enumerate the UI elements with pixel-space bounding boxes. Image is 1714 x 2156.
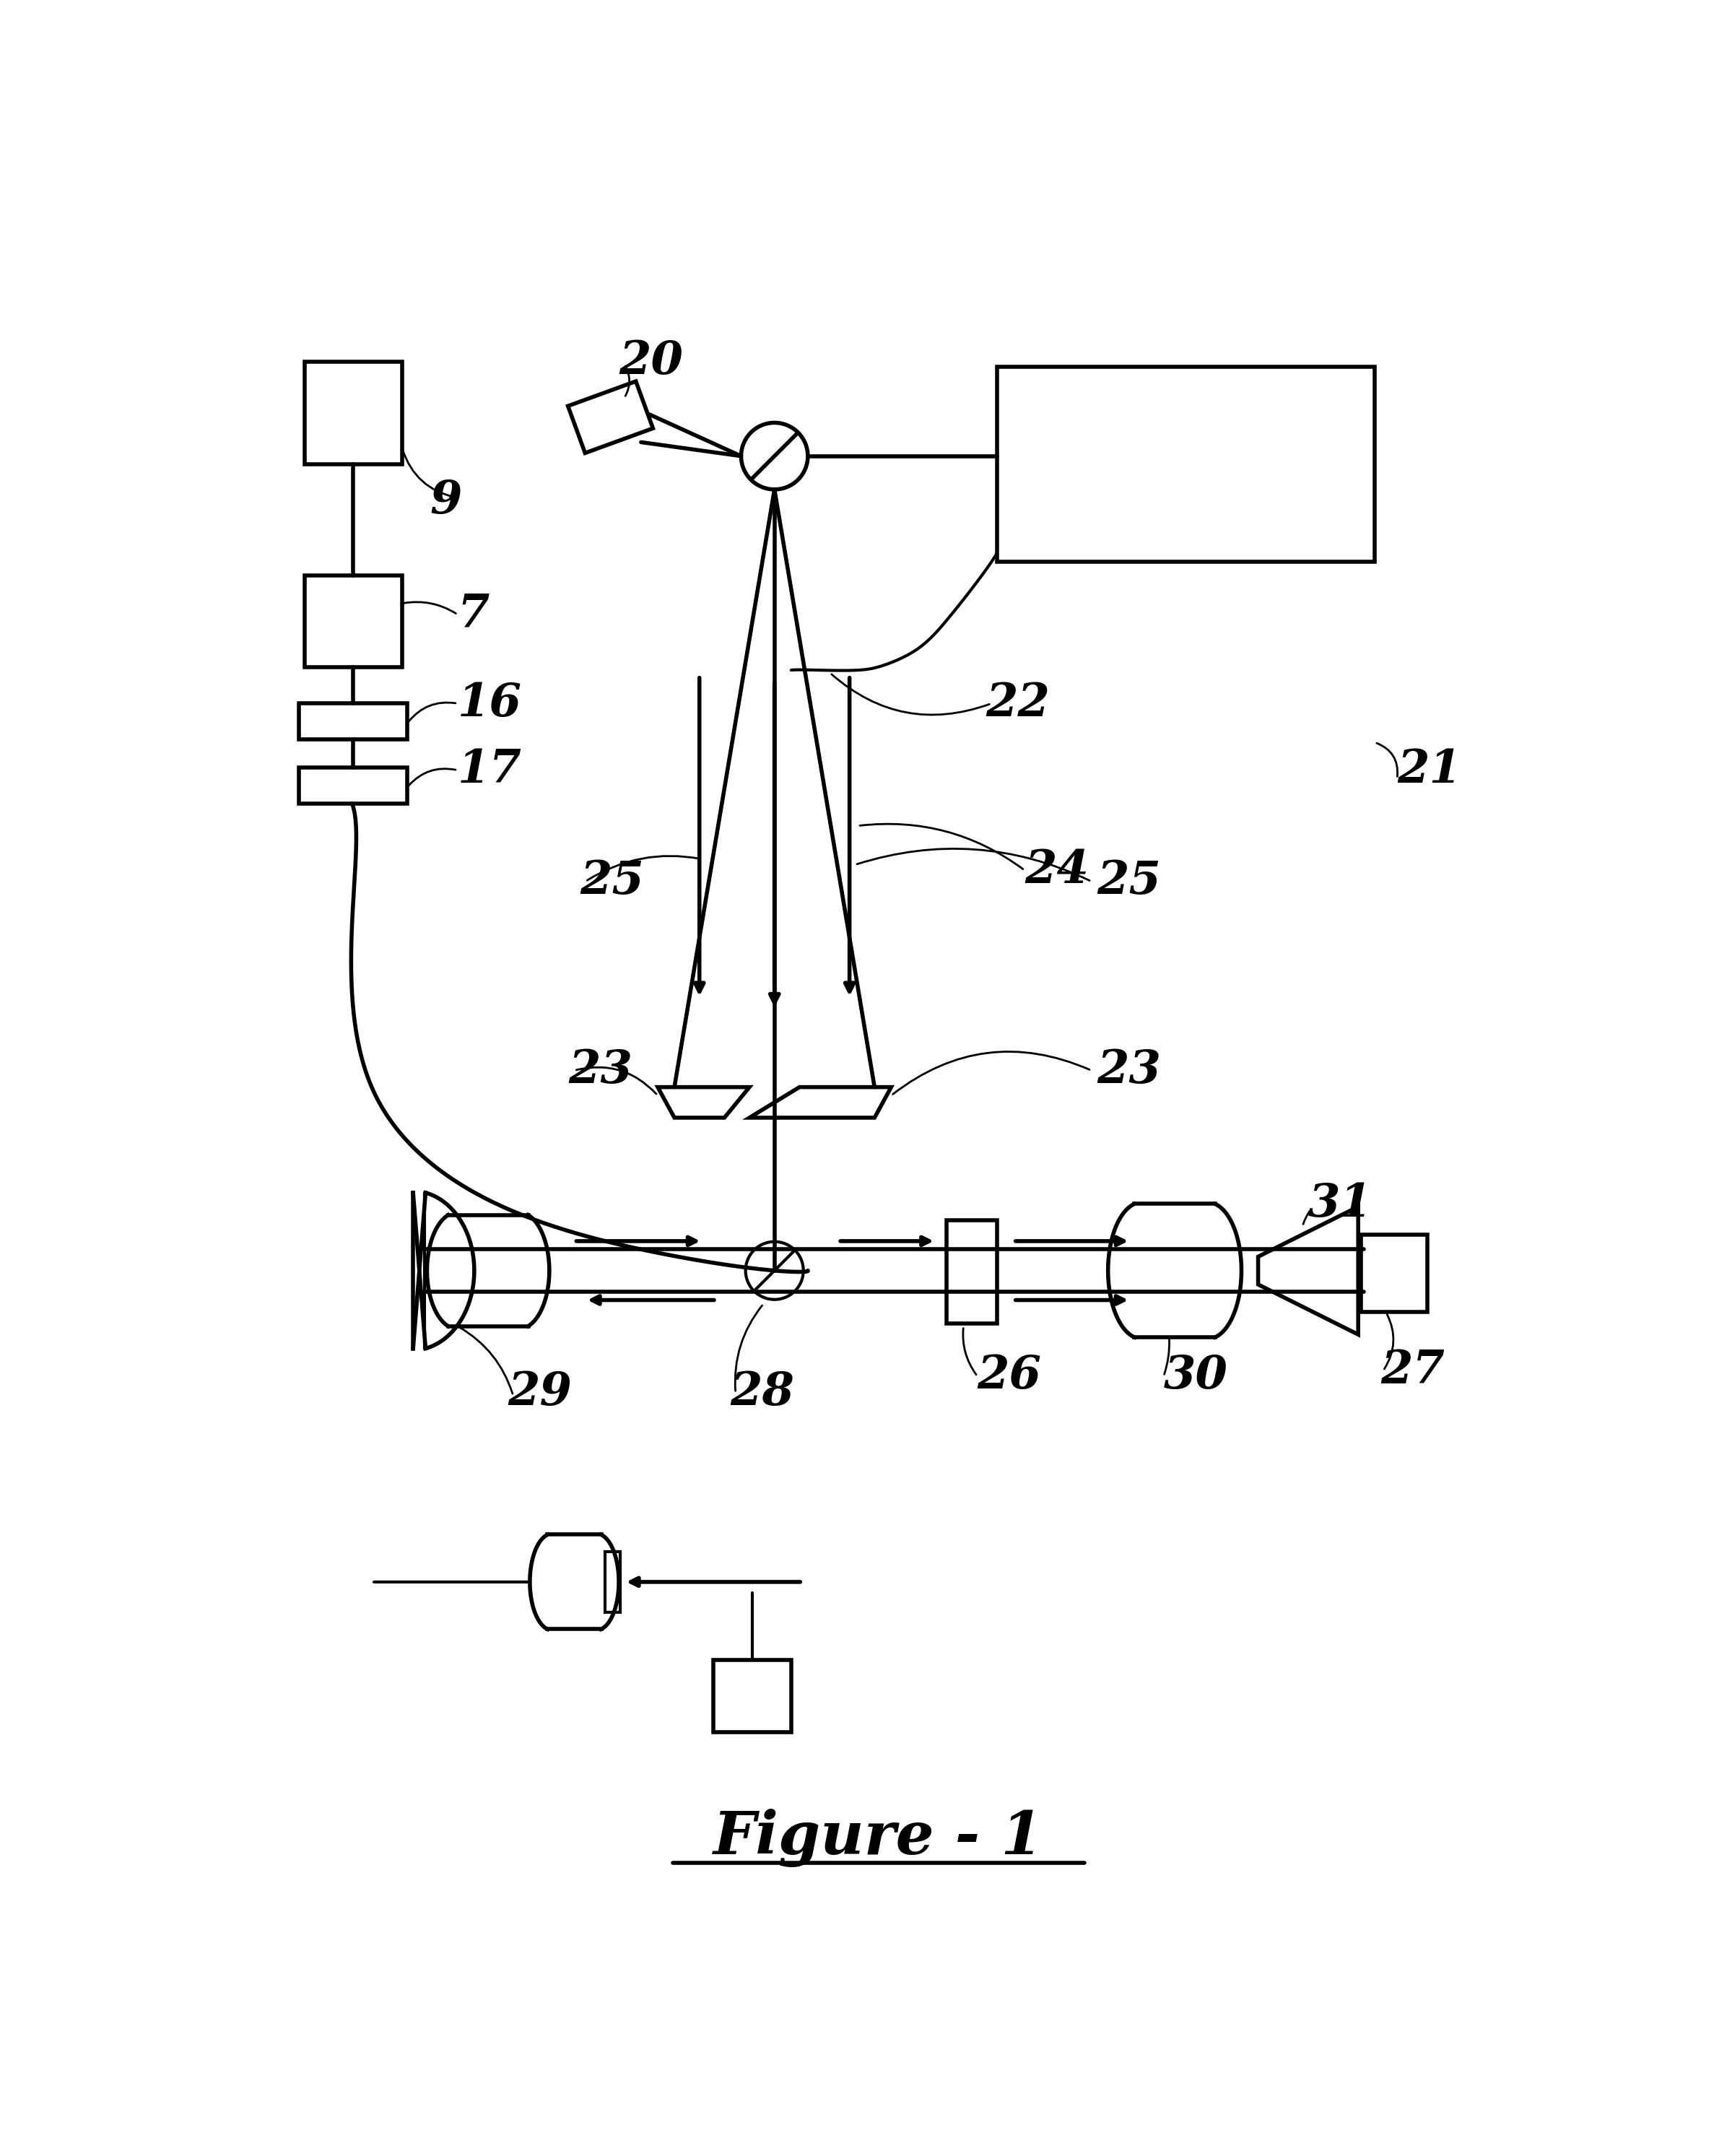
Bar (305, 576, 403, 668)
Bar (300, 768, 408, 804)
Text: 22: 22 (986, 681, 1051, 727)
Text: 21: 21 (1397, 748, 1462, 793)
Text: 9: 9 (430, 479, 461, 522)
Text: 24: 24 (1025, 847, 1088, 893)
Text: 17: 17 (458, 748, 521, 793)
Text: 25: 25 (1097, 860, 1160, 903)
Text: 7: 7 (458, 593, 490, 636)
Bar (300, 703, 408, 740)
Text: 23: 23 (569, 1048, 632, 1093)
Text: 20: 20 (619, 338, 684, 384)
Text: 28: 28 (730, 1371, 794, 1414)
Text: 23: 23 (1097, 1048, 1160, 1093)
Bar (605, 1552, 620, 1613)
Bar (998, 367, 1375, 563)
Text: 27: 27 (1380, 1348, 1445, 1393)
Text: 30: 30 (1164, 1354, 1227, 1399)
Text: 25: 25 (579, 860, 644, 903)
Text: 31: 31 (1308, 1181, 1373, 1227)
Text: Figure - 1: Figure - 1 (713, 1809, 1044, 1867)
Text: 26: 26 (977, 1354, 1042, 1399)
Text: 16: 16 (458, 681, 521, 727)
Text: 29: 29 (507, 1371, 572, 1414)
Bar (305, 362, 403, 464)
Bar (946, 1220, 998, 1324)
Bar (1361, 1235, 1428, 1313)
Bar (713, 1660, 792, 1731)
